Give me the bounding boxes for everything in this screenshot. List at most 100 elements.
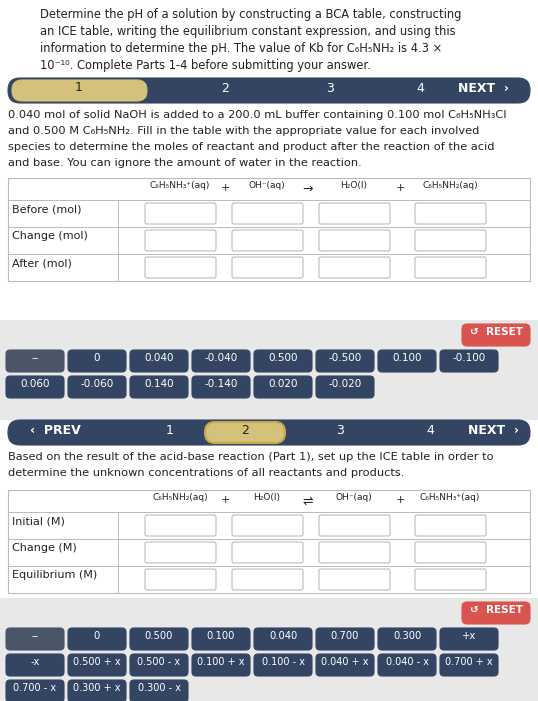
Text: 10⁻¹⁰. Complete Parts 1-4 before submitting your answer.: 10⁻¹⁰. Complete Parts 1-4 before submitt… (40, 59, 371, 72)
Text: H₂O(l): H₂O(l) (341, 181, 367, 190)
Text: OH⁻(aq): OH⁻(aq) (249, 181, 285, 190)
FancyBboxPatch shape (319, 257, 390, 278)
FancyBboxPatch shape (6, 350, 64, 372)
FancyBboxPatch shape (319, 203, 390, 224)
Text: 0.100: 0.100 (207, 631, 235, 641)
Text: ↺  RESET: ↺ RESET (470, 327, 522, 337)
Text: -0.040: -0.040 (204, 353, 238, 363)
FancyBboxPatch shape (319, 569, 390, 590)
FancyBboxPatch shape (6, 654, 64, 676)
FancyBboxPatch shape (378, 654, 436, 676)
Text: species to determine the moles of reactant and product after the reaction of the: species to determine the moles of reacta… (8, 142, 494, 152)
FancyBboxPatch shape (319, 542, 390, 563)
FancyBboxPatch shape (319, 230, 390, 251)
FancyBboxPatch shape (440, 628, 498, 650)
FancyBboxPatch shape (462, 602, 530, 624)
FancyBboxPatch shape (192, 628, 250, 650)
Text: 0.040: 0.040 (269, 631, 297, 641)
FancyBboxPatch shape (145, 230, 216, 251)
Text: ↺  RESET: ↺ RESET (470, 605, 522, 615)
Bar (118, 539, 119, 566)
Text: 1: 1 (75, 81, 83, 94)
FancyBboxPatch shape (462, 324, 530, 346)
Bar (8, 512, 530, 513)
Text: OH⁻(aq): OH⁻(aq) (336, 493, 372, 502)
Text: 0.020: 0.020 (268, 379, 298, 389)
Bar (118, 254, 119, 281)
FancyBboxPatch shape (415, 230, 486, 251)
FancyBboxPatch shape (378, 628, 436, 650)
Text: NEXT  ›: NEXT › (457, 82, 508, 95)
Text: 0.500 - x: 0.500 - x (137, 657, 181, 667)
Text: 0.300 + x: 0.300 + x (73, 683, 121, 693)
FancyBboxPatch shape (130, 350, 188, 372)
Text: 0.300: 0.300 (393, 631, 421, 641)
FancyBboxPatch shape (68, 654, 126, 676)
Text: Initial (M): Initial (M) (12, 516, 65, 526)
FancyBboxPatch shape (316, 350, 374, 372)
Bar (118, 566, 119, 593)
FancyBboxPatch shape (254, 654, 312, 676)
FancyBboxPatch shape (232, 515, 303, 536)
Text: 1: 1 (166, 424, 174, 437)
Text: 0.700 - x: 0.700 - x (13, 683, 56, 693)
FancyBboxPatch shape (12, 80, 147, 101)
Text: 0.100 + x: 0.100 + x (197, 657, 245, 667)
Text: --: -- (31, 353, 39, 363)
Text: 0: 0 (94, 631, 100, 641)
Text: ‹  PREV: ‹ PREV (30, 424, 80, 437)
FancyBboxPatch shape (319, 515, 390, 536)
Text: and 0.500 M C₆H₅NH₂. Fill in the table with the appropriate value for each invol: and 0.500 M C₆H₅NH₂. Fill in the table w… (8, 126, 479, 136)
FancyBboxPatch shape (415, 569, 486, 590)
Bar (0, 598, 538, 701)
Text: 0.040 - x: 0.040 - x (386, 657, 428, 667)
Text: ⇌: ⇌ (303, 495, 313, 508)
Text: --: -- (31, 631, 39, 641)
FancyBboxPatch shape (254, 628, 312, 650)
Text: Based on the result of the acid-base reaction (Part 1), set up the ICE table in : Based on the result of the acid-base rea… (8, 452, 494, 462)
Text: 0.040 mol of solid NaOH is added to a 200.0 mL buffer containing 0.100 mol C₆H₅N: 0.040 mol of solid NaOH is added to a 20… (8, 110, 506, 120)
Text: H₂O(l): H₂O(l) (253, 493, 280, 502)
FancyBboxPatch shape (145, 515, 216, 536)
Text: 0: 0 (94, 353, 100, 363)
Text: →: → (303, 183, 313, 196)
Text: 2: 2 (221, 82, 229, 95)
Text: an ICE table, writing the equilibrium constant expression, and using this: an ICE table, writing the equilibrium co… (40, 25, 456, 38)
Text: 0.300 - x: 0.300 - x (138, 683, 181, 693)
Text: 0.040 + x: 0.040 + x (321, 657, 369, 667)
FancyBboxPatch shape (192, 350, 250, 372)
Text: 0.140: 0.140 (144, 379, 174, 389)
Text: 4: 4 (416, 82, 424, 95)
FancyBboxPatch shape (316, 654, 374, 676)
FancyBboxPatch shape (415, 257, 486, 278)
Text: 2: 2 (241, 424, 249, 437)
FancyBboxPatch shape (415, 203, 486, 224)
FancyBboxPatch shape (130, 628, 188, 650)
Bar (8, 178, 530, 281)
FancyBboxPatch shape (68, 350, 126, 372)
Text: C₆H₅NH₃⁺(aq): C₆H₅NH₃⁺(aq) (150, 181, 210, 190)
Text: NEXT  ›: NEXT › (468, 424, 519, 437)
Text: 0.060: 0.060 (20, 379, 49, 389)
Bar (118, 512, 119, 539)
Bar (118, 200, 119, 227)
Text: 3: 3 (336, 424, 344, 437)
FancyBboxPatch shape (130, 376, 188, 398)
Text: -0.060: -0.060 (80, 379, 114, 389)
Text: determine the unknown concentrations of all reactants and products.: determine the unknown concentrations of … (8, 468, 405, 478)
Text: -0.100: -0.100 (452, 353, 486, 363)
FancyBboxPatch shape (415, 515, 486, 536)
FancyBboxPatch shape (232, 542, 303, 563)
FancyBboxPatch shape (68, 680, 126, 701)
Text: +: + (395, 495, 405, 505)
FancyBboxPatch shape (6, 376, 64, 398)
FancyBboxPatch shape (145, 257, 216, 278)
Text: +: + (221, 495, 230, 505)
Text: C₆H₅NH₂(aq): C₆H₅NH₂(aq) (422, 181, 478, 190)
Text: and base. You can ignore the amount of water in the reaction.: and base. You can ignore the amount of w… (8, 158, 362, 168)
FancyBboxPatch shape (254, 350, 312, 372)
FancyBboxPatch shape (205, 422, 285, 443)
FancyBboxPatch shape (440, 350, 498, 372)
FancyBboxPatch shape (6, 628, 64, 650)
FancyBboxPatch shape (232, 257, 303, 278)
